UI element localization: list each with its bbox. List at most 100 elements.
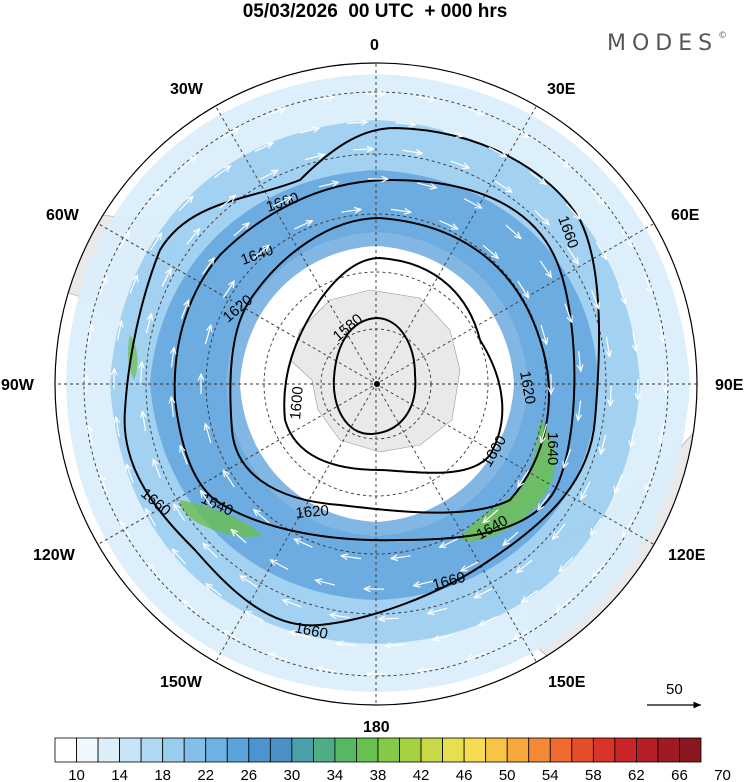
map-title: 05/03/2026 00 UTC + 000 hrs	[242, 1, 508, 22]
wind-vector-arrow	[172, 549, 186, 565]
wind-vector-arrow	[610, 385, 611, 406]
wind-vector-arrow	[341, 556, 362, 559]
map-boundary	[54, 62, 698, 706]
wind-vector-arrow	[223, 631, 241, 642]
wind-vector-arrow	[337, 643, 357, 645]
wind-vector-arrow	[488, 146, 507, 156]
wind-vector-arrow	[391, 556, 411, 559]
wind-vector-arrow	[290, 632, 309, 638]
wind-vector-arrow	[231, 530, 247, 544]
jet-core-east	[460, 420, 555, 541]
wind-vector-arrow	[615, 474, 623, 493]
wind-vector-arrow	[566, 203, 580, 219]
wind-vector-arrow	[254, 143, 273, 152]
wind-vector-arrow	[540, 324, 547, 344]
wind-vector-arrow	[304, 155, 324, 161]
wind-vector-arrow	[89, 325, 92, 345]
brand-logo: MODES©	[607, 31, 727, 56]
wind-vector-arrow	[566, 246, 578, 264]
colorbar-swatch	[657, 737, 680, 763]
wind-vector-arrow	[618, 284, 626, 304]
map-disk: 1660 1640 1620 1580 1600 1620 1640 1600 …	[55, 63, 697, 705]
wind-vector-arrow	[259, 170, 278, 180]
colorbar-tick-label: 54	[542, 767, 559, 782]
wind-vector-arrow	[479, 616, 498, 626]
wind-vector-arrow	[402, 150, 423, 153]
wind-vector-arrow	[293, 221, 312, 230]
wind-vector-arrow	[353, 149, 373, 150]
wind-vector-arrow	[240, 576, 258, 588]
wind-vector-arrow	[494, 180, 512, 192]
wind-vectors	[86, 94, 666, 674]
wind-vector-arrow	[644, 274, 652, 293]
colorbar-swatch	[549, 737, 573, 763]
wind-vector-arrow	[89, 426, 93, 446]
lon-label-0: 0	[370, 37, 379, 54]
colorbar-swatch	[614, 737, 637, 763]
wind-vector-arrow	[294, 539, 313, 548]
wind-vector-arrow	[385, 645, 405, 646]
wind-vector-arrow	[518, 469, 530, 487]
lon-label-90e: 90E	[715, 377, 744, 394]
longitude-labels: 0 30E 60E 90E 120E 150E 180 150W 120W 90…	[1, 37, 744, 736]
wind-vector-arrow	[439, 220, 458, 229]
wind-vector-arrow	[579, 351, 581, 371]
wind-vector-arrow	[601, 434, 607, 454]
wind-vector-arrow	[129, 275, 138, 294]
colorbar-tick-label: 26	[240, 767, 257, 782]
wind-vector-arrow	[482, 244, 498, 258]
colorbar-swatch	[226, 737, 250, 763]
wind-vector-arrow	[283, 600, 302, 608]
lon-label-90w: 90W	[1, 377, 35, 394]
wind-vector-arrow	[126, 464, 134, 484]
jet-core-west	[127, 335, 138, 380]
wind-vector-arrow	[161, 269, 171, 287]
colorbar-tick-label: 62	[628, 767, 645, 782]
wind-vector-arrow	[171, 348, 174, 368]
wind-vector-arrow	[541, 423, 548, 443]
wind-vector-arrow	[180, 446, 188, 465]
colorbar-swatch	[679, 737, 702, 763]
wind-vector-arrow	[299, 128, 319, 134]
wind-vector-arrow	[417, 182, 436, 188]
wind-vector-arrow	[273, 197, 292, 207]
wind-vector-arrow	[317, 668, 337, 671]
wind-vector-arrow	[563, 448, 572, 468]
contour-label: 1620	[295, 502, 330, 522]
colorbar-swatch	[76, 737, 99, 763]
wind-vector-arrow	[607, 336, 610, 357]
wind-vector-arrow	[142, 411, 145, 432]
contour-label: 1600	[287, 386, 307, 421]
wind-vector-arrow	[148, 564, 162, 580]
wind-vector-arrow	[534, 210, 549, 225]
wind-vector-arrow	[592, 561, 606, 577]
wind-vector-arrow	[120, 521, 131, 539]
contour-1600	[283, 256, 504, 474]
antarctica-land	[289, 289, 461, 453]
contour-1620	[229, 216, 550, 514]
wind-vector-arrow	[522, 589, 539, 602]
colorbar-swatch	[399, 737, 422, 763]
wind-vector-arrow	[660, 322, 664, 343]
wind-vector-arrow	[219, 195, 236, 209]
wind-vector-arrow	[204, 325, 211, 345]
wind-vector-arrow	[205, 424, 212, 444]
wind-vector-arrow	[180, 300, 188, 320]
wind-vector-arrow	[450, 160, 470, 168]
colorbar-swatch	[377, 737, 400, 763]
wind-vector-arrow	[270, 560, 289, 570]
wind-vector-arrow	[379, 618, 399, 619]
wind-vector-arrow	[395, 123, 416, 125]
colorbar-swatch	[291, 737, 314, 763]
wind-vector-arrow	[517, 559, 533, 573]
colorbar-swatch	[54, 737, 77, 763]
wind-vector-arrow	[414, 580, 434, 586]
wind-vector-arrow	[266, 108, 285, 116]
colorbar-tick-label: 58	[585, 767, 602, 782]
contour-1660	[123, 126, 601, 627]
wind-vector-arrow	[553, 154, 569, 168]
colorbar-tick-label: 18	[154, 767, 171, 782]
wind-vector-arrow	[538, 493, 550, 510]
wind-vector-arrow	[590, 188, 604, 204]
